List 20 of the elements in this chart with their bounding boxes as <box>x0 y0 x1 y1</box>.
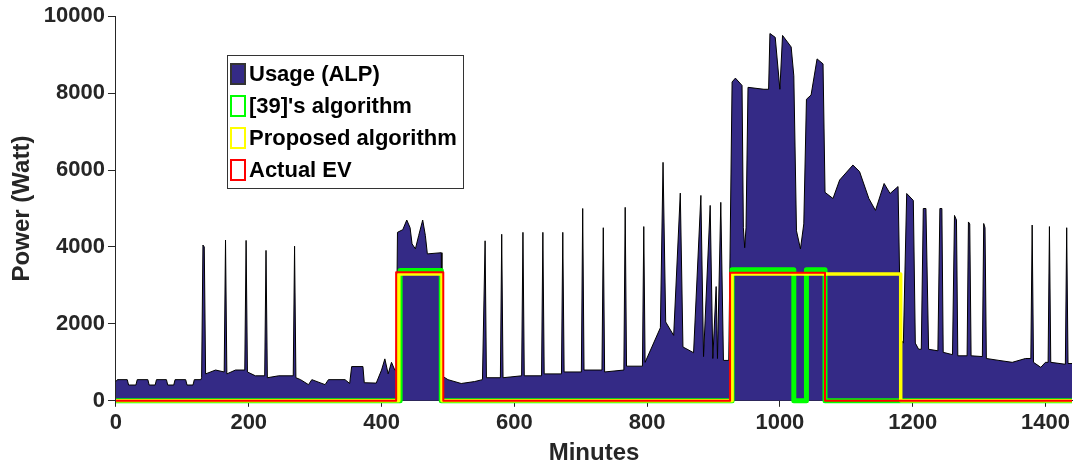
y-axis-title: Power (Watt) <box>7 135 35 282</box>
legend-label: [39]'s algorithm <box>249 92 412 120</box>
x-tick-label: 200 <box>230 409 268 435</box>
y-tick-label: 10000 <box>43 2 105 28</box>
x-tick-label: 1400 <box>1020 409 1070 435</box>
legend-label: Actual EV <box>249 156 352 184</box>
legend-label: Proposed algorithm <box>249 124 457 152</box>
y-tick-label: 0 <box>92 386 105 412</box>
x-tick-label: 600 <box>495 409 533 435</box>
y-tick-label: 8000 <box>56 79 105 105</box>
y-tick-label: 4000 <box>56 233 105 259</box>
x-tick-label: 1200 <box>888 409 938 435</box>
x-tick-label: 800 <box>628 409 666 435</box>
x-tick-label: 400 <box>363 409 400 435</box>
legend-label: Usage (ALP) <box>249 60 380 88</box>
x-tick-label: 1000 <box>755 409 805 435</box>
y-tick-label: 2000 <box>56 309 105 335</box>
x-axis-title: Minutes <box>548 438 640 466</box>
y-tick-label: 6000 <box>56 156 105 182</box>
x-tick-label: 0 <box>109 409 123 435</box>
